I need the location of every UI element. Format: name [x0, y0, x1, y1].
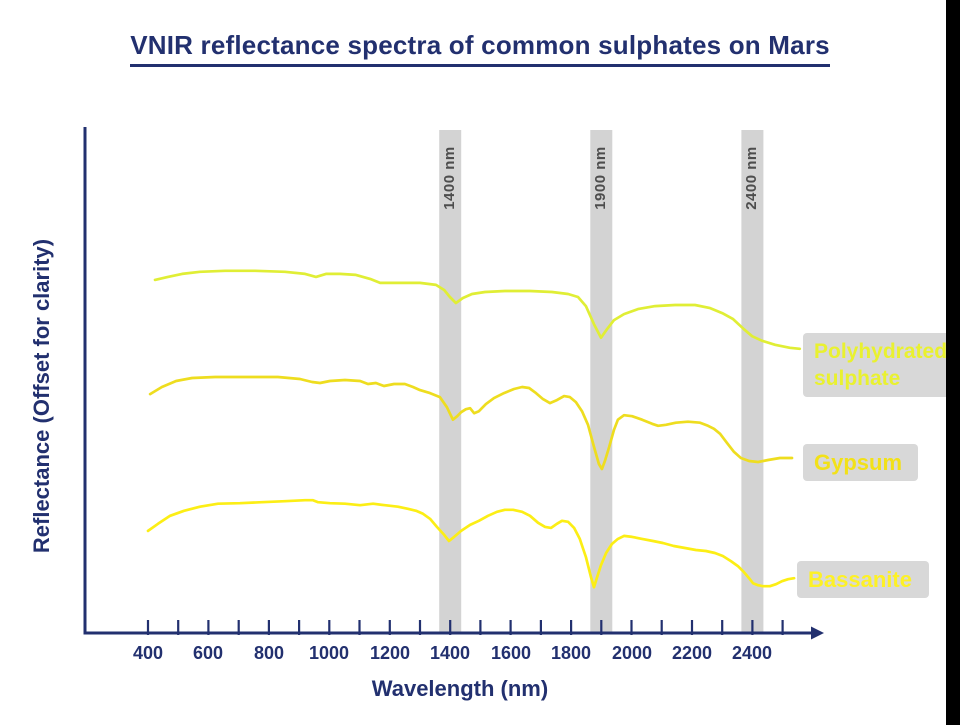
series-label-line: sulphate: [814, 367, 901, 390]
x-tick-label: 600: [192, 643, 224, 663]
series-label-line: Gypsum: [814, 450, 903, 475]
x-tick-label: 1600: [490, 643, 532, 663]
title-area: VNIR reflectance spectra of common sulph…: [0, 30, 960, 67]
series-label-line: Polyhydrated: [814, 340, 948, 363]
spectrum-curve-gypsum: [148, 375, 794, 471]
absorption-band: [741, 130, 764, 633]
x-tick-label: 2000: [611, 643, 653, 663]
x-tick-label: 1200: [369, 643, 411, 663]
series-label-gypsum: Gypsum: [803, 444, 918, 481]
x-tick-label: 1000: [308, 643, 350, 663]
x-tick-label: 400: [132, 643, 164, 663]
x-tick-label: 1800: [550, 643, 592, 663]
absorption-band-label: 2400 nm: [743, 146, 760, 210]
series-label-bassanite: Bassanite: [797, 561, 929, 598]
x-tick-label: 2400: [731, 643, 773, 663]
spectrum-curve-polyhydrated-sulphate: [153, 269, 802, 351]
absorption-band-label: 1400 nm: [441, 146, 458, 210]
x-axis-ticks: [146, 620, 784, 635]
series-label-polyhydrated-sulphate: Polyhydrated sulphate: [803, 333, 950, 397]
chart-title: VNIR reflectance spectra of common sulph…: [130, 30, 830, 67]
absorption-band: [439, 130, 462, 633]
spectrum-curve-bassanite: [146, 498, 796, 589]
absorption-band: [590, 130, 613, 633]
x-tick-label: 1400: [429, 643, 471, 663]
absorption-bands: [439, 130, 764, 633]
x-axis-label: Wavelength (nm): [371, 676, 549, 701]
absorption-band-label: 1900 nm: [592, 146, 609, 210]
spectra-curves: [146, 269, 802, 589]
x-tick-label: 800: [253, 643, 285, 663]
series-label-line: Bassanite: [808, 567, 912, 592]
right-edge-black-bar: [946, 0, 960, 725]
x-tick-label: 2200: [671, 643, 713, 663]
x-axis-arrowhead: [811, 626, 824, 640]
